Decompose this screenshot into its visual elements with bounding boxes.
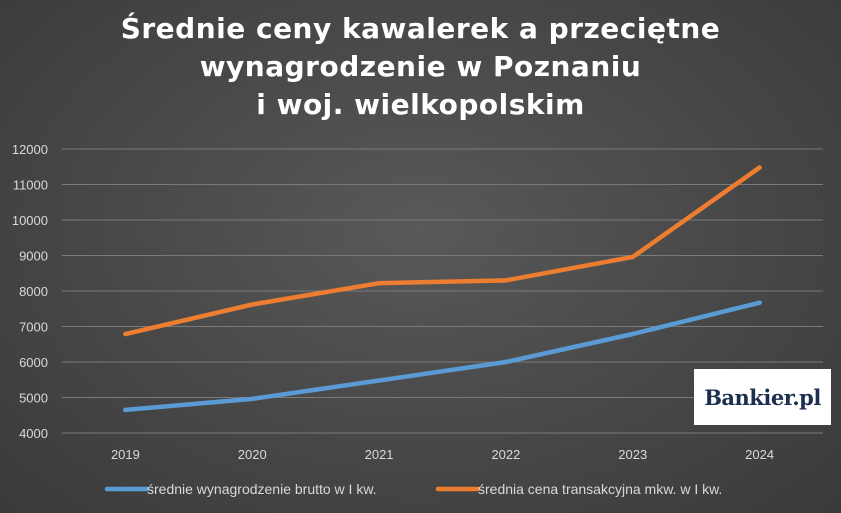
x-tick-label: 2022 <box>491 447 520 462</box>
legend-label-2: średnia cena transakcyjna mkw. w I kw. <box>478 481 722 497</box>
data-point <box>503 278 509 283</box>
y-tick-label: 11000 <box>13 178 48 193</box>
legend: średnie wynagrodzenie brutto w I kw. śred… <box>104 481 722 497</box>
y-tick-label: 7000 <box>19 320 48 335</box>
chart-title-line-2: wynagrodzenie w Poznaniu <box>199 50 642 83</box>
data-point <box>757 165 762 170</box>
data-point <box>250 396 255 402</box>
data-point <box>630 331 635 337</box>
chart-title: Średnie ceny kawalerek a przeciętne wyna… <box>0 10 841 124</box>
x-tick-label: 2023 <box>618 447 647 462</box>
bankier-logo-text: Bankier.pl <box>704 384 821 410</box>
y-tick-label: 6000 <box>19 355 48 370</box>
y-axis: 4000 5000 6000 7000 8000 9000 10000 11000 12000 <box>12 142 48 441</box>
x-axis: 2019 2020 2021 2022 2023 2024 <box>111 447 774 462</box>
y-tick-label: 10000 <box>12 213 48 228</box>
data-point <box>123 407 128 413</box>
series-line-1 <box>123 300 762 413</box>
y-tick-label: 9000 <box>19 249 48 264</box>
bankier-logo: Bankier.pl <box>694 369 831 425</box>
x-tick-label: 2020 <box>238 447 267 462</box>
data-point <box>757 300 762 305</box>
y-tick-label: 8000 <box>19 284 48 299</box>
data-point <box>376 378 382 383</box>
data-point <box>250 302 255 307</box>
gridlines <box>62 148 823 434</box>
data-point <box>123 331 128 337</box>
series-lines <box>123 165 762 413</box>
y-tick-label: 4000 <box>19 426 48 441</box>
series-line-2 <box>123 165 762 337</box>
data-point <box>503 359 509 365</box>
x-tick-label: 2021 <box>365 447 394 462</box>
x-tick-label: 2024 <box>745 447 774 462</box>
chart-title-line-1: Średnie ceny kawalerek a przeciętne <box>120 12 721 45</box>
y-tick-label: 5000 <box>19 391 48 406</box>
chart-title-line-3: i woj. wielkopolskim <box>256 88 585 121</box>
x-tick-label: 2019 <box>111 447 140 462</box>
data-point <box>630 254 635 260</box>
legend-label-1: średnie wynagrodzenie brutto w I kw. <box>147 481 377 497</box>
data-point <box>376 280 382 286</box>
y-tick-label: 12000 <box>12 142 48 157</box>
